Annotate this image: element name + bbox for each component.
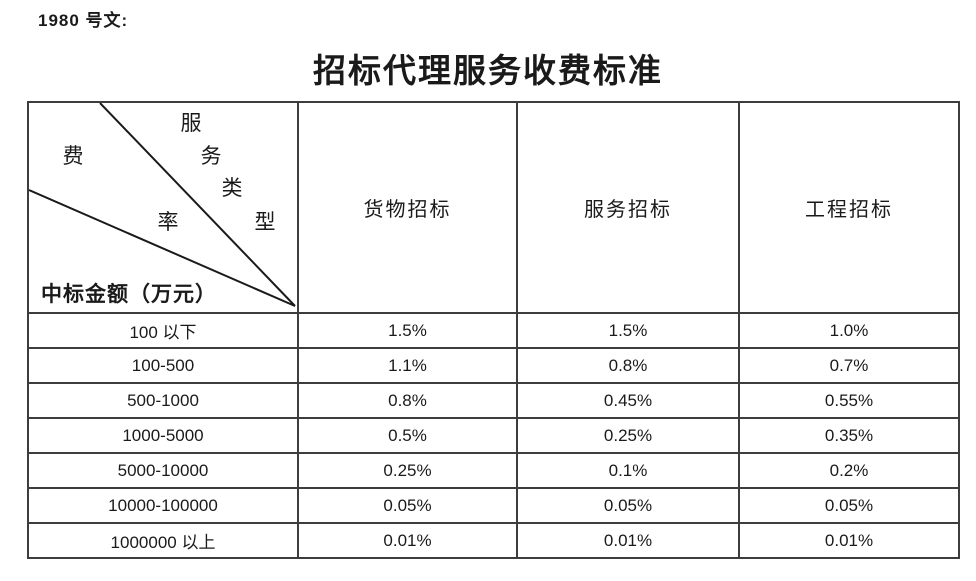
fee-table: 服 务 类 型 费 率 中标金额（万元） 货物招标 服务招标 工程招标 100 … xyxy=(27,101,960,559)
rate-cell: 0.55% xyxy=(738,382,960,419)
rate-cell: 1.1% xyxy=(297,347,518,384)
rate-cell: 1.5% xyxy=(297,312,518,349)
page-title: 招标代理服务收费标准 xyxy=(313,51,663,90)
corner-label-bid-amount: 中标金额（万元） xyxy=(41,281,217,306)
rate-cell: 0.5% xyxy=(297,417,518,454)
amount-cell: 100 以下 xyxy=(27,312,299,349)
rate-cell: 1.5% xyxy=(516,312,740,349)
doc-number-label: 1980 号文: xyxy=(38,11,129,30)
table-row: 100 以下 1.5% 1.5% 1.0% xyxy=(27,312,960,349)
rate-cell: 0.01% xyxy=(297,522,518,559)
rate-cell: 0.05% xyxy=(297,487,518,524)
table-header-row: 服 务 类 型 费 率 中标金额（万元） 货物招标 服务招标 工程招标 xyxy=(27,101,960,314)
rate-cell: 0.05% xyxy=(738,487,960,524)
rate-cell: 0.8% xyxy=(516,347,740,384)
amount-cell: 500-1000 xyxy=(27,382,299,419)
rate-cell: 0.25% xyxy=(516,417,740,454)
rate-cell: 1.0% xyxy=(738,312,960,349)
rate-cell: 0.35% xyxy=(738,417,960,454)
rate-cell: 0.25% xyxy=(297,452,518,489)
rate-cell: 0.01% xyxy=(738,522,960,559)
amount-cell: 1000-5000 xyxy=(27,417,299,454)
column-header-goods-tender: 货物招标 xyxy=(297,101,518,314)
rate-cell: 0.7% xyxy=(738,347,960,384)
rate-cell: 0.45% xyxy=(516,382,740,419)
table-row: 1000-5000 0.5% 0.25% 0.35% xyxy=(27,417,960,454)
table-row: 5000-10000 0.25% 0.1% 0.2% xyxy=(27,452,960,489)
corner-label-fee-rate-char: 率 xyxy=(157,210,179,234)
diagonal-divider-lines xyxy=(29,103,296,307)
corner-label-fee-rate-char: 费 xyxy=(62,144,84,168)
amount-cell: 1000000 以上 xyxy=(27,522,299,559)
table-row: 100-500 1.1% 0.8% 0.7% xyxy=(27,347,960,384)
column-header-service-tender: 服务招标 xyxy=(516,101,740,314)
corner-label-service-type-char: 服 xyxy=(180,111,202,135)
rate-cell: 0.01% xyxy=(516,522,740,559)
amount-cell: 10000-100000 xyxy=(27,487,299,524)
rate-cell: 0.1% xyxy=(516,452,740,489)
rate-cell: 0.8% xyxy=(297,382,518,419)
amount-cell: 100-500 xyxy=(27,347,299,384)
corner-label-service-type-char: 型 xyxy=(254,210,276,234)
corner-label-service-type-char: 类 xyxy=(221,176,243,200)
column-header-engineering-tender: 工程招标 xyxy=(738,101,960,314)
table-row: 500-1000 0.8% 0.45% 0.55% xyxy=(27,382,960,419)
amount-cell: 5000-10000 xyxy=(27,452,299,489)
table-row: 10000-100000 0.05% 0.05% 0.05% xyxy=(27,487,960,524)
corner-label-service-type-char: 务 xyxy=(200,144,222,168)
table-row: 1000000 以上 0.01% 0.01% 0.01% xyxy=(27,522,960,559)
rate-cell: 0.05% xyxy=(516,487,740,524)
rate-cell: 0.2% xyxy=(738,452,960,489)
table-corner-cell: 服 务 类 型 费 率 中标金额（万元） xyxy=(27,101,299,314)
